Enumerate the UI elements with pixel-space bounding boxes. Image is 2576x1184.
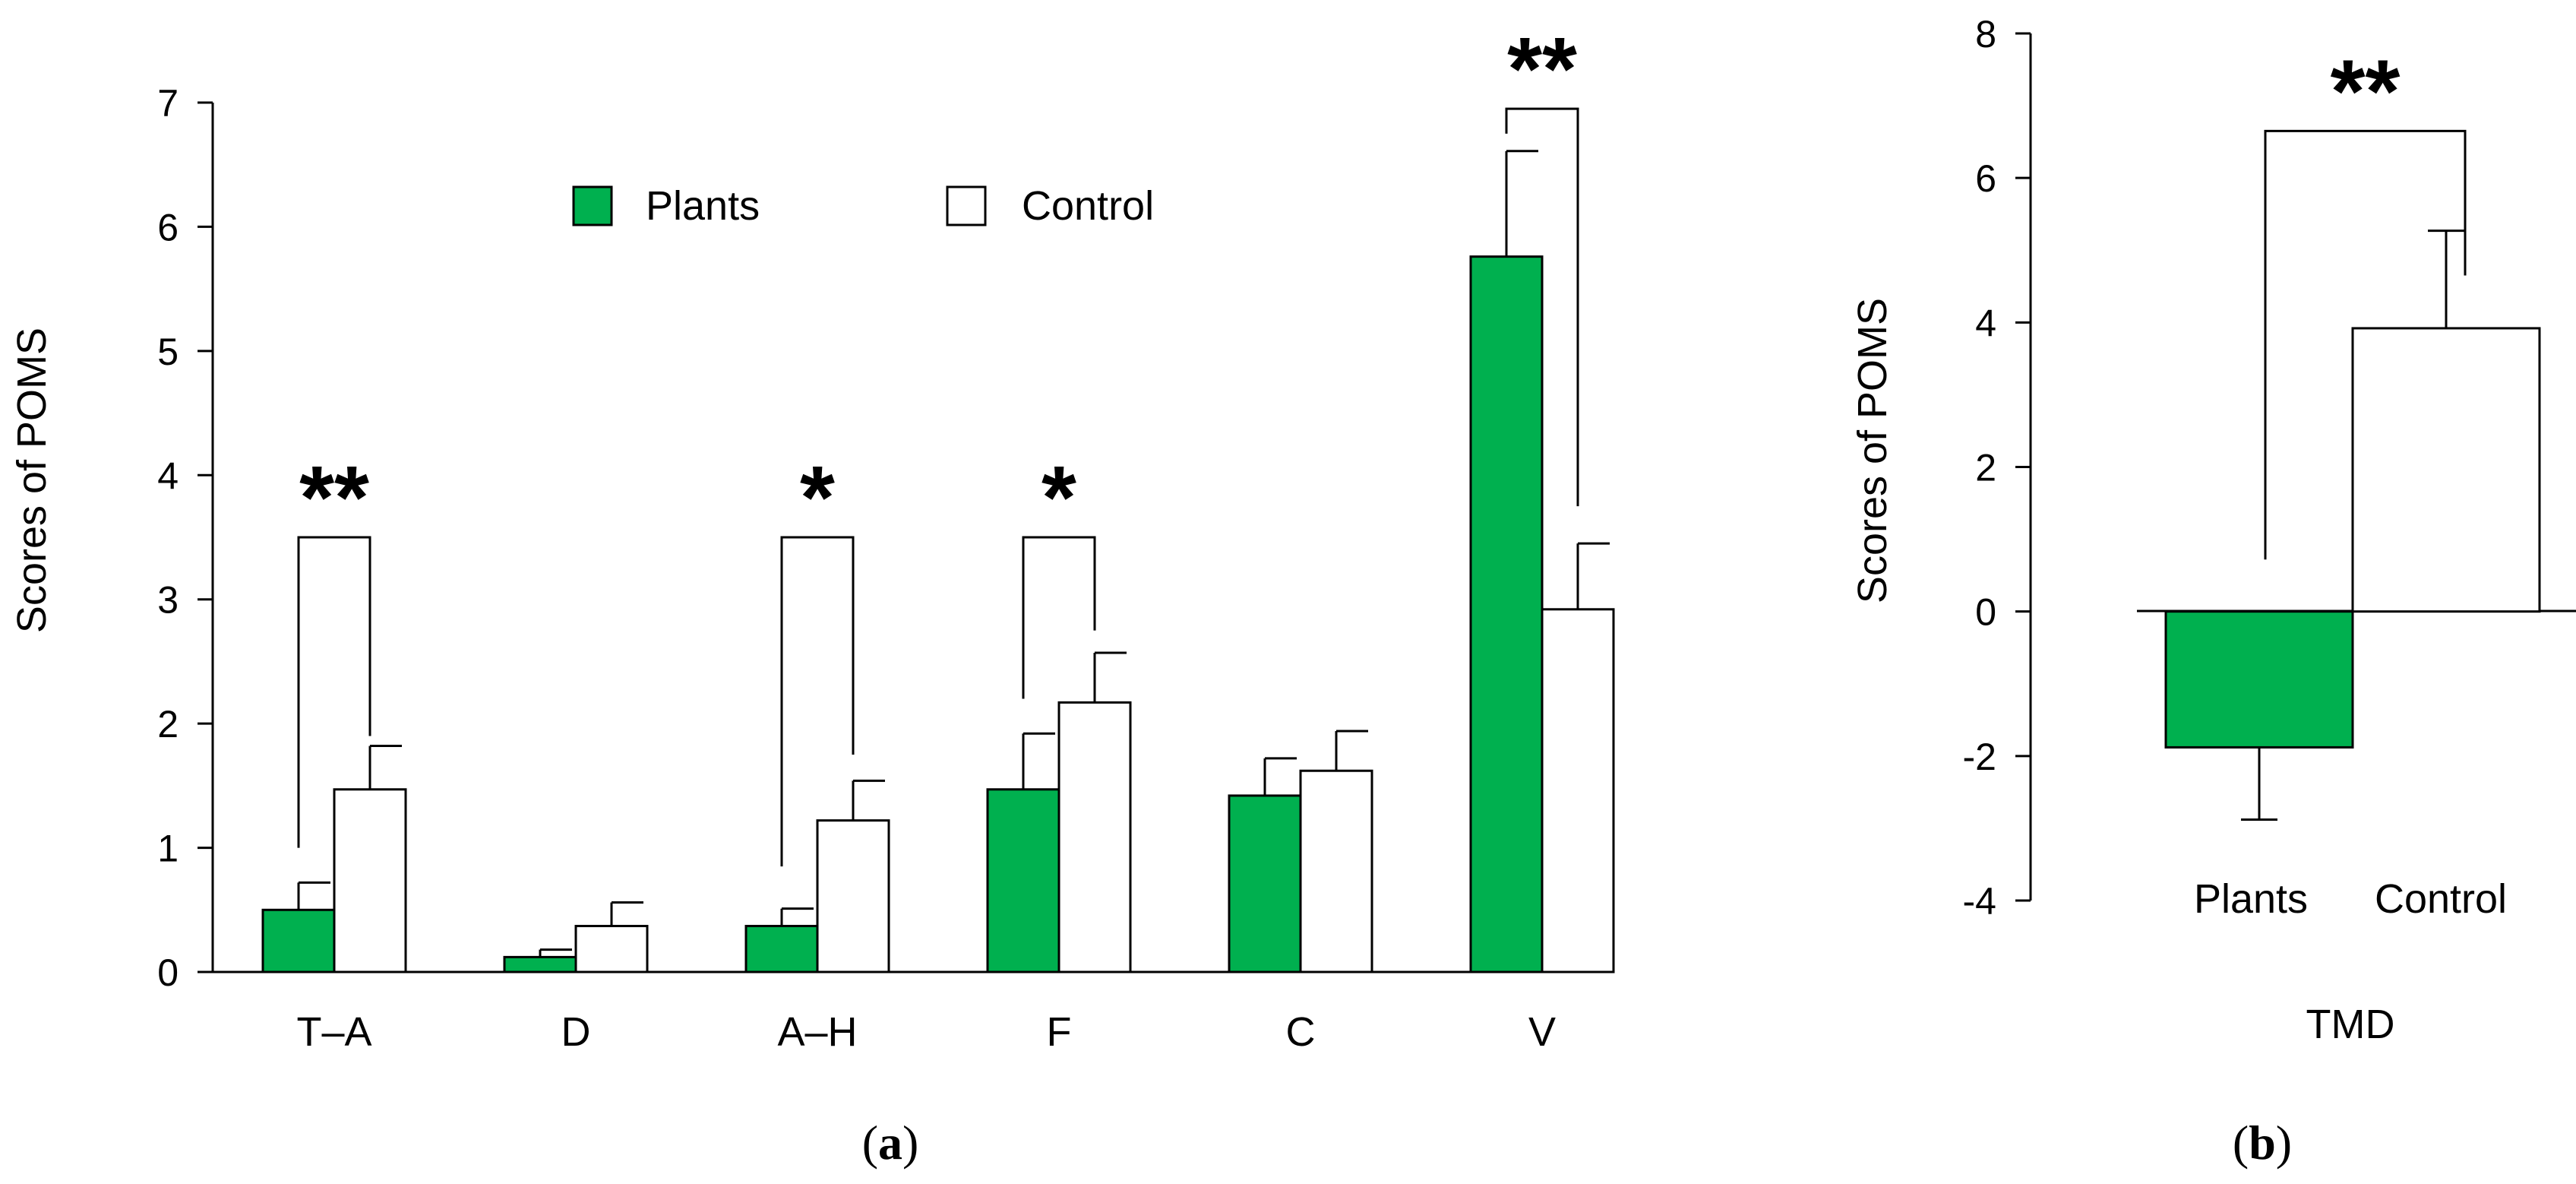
panel-b-label-letter: b xyxy=(2249,1116,2276,1170)
panel-b-x-tick-label: Control xyxy=(2375,876,2507,922)
panel-a-x-tick-label: A–H xyxy=(777,1009,857,1055)
panel-a-y-tick-label: 1 xyxy=(157,828,179,870)
significance-stars-a-h: * xyxy=(800,448,835,548)
panel-b-y-axis-ticks: -4 -2 0 2 4 6 8 xyxy=(1963,13,2031,923)
panel-b-y-tick-label: 2 xyxy=(1975,447,1996,489)
legend-control-label: Control xyxy=(1022,183,1154,229)
significance-stars-t-a: ** xyxy=(299,448,369,548)
panel-a-x-tick-label: C xyxy=(1286,1009,1316,1055)
bar-plants-t-a xyxy=(261,908,336,973)
panel-b-chart: Scores of POMS -4 -2 0 2 4 6 8 ** Plants Contro… xyxy=(1850,13,2576,1170)
panel-b-y-tick-label: 8 xyxy=(1975,13,1996,55)
bar-control-v xyxy=(1541,608,1615,973)
panel-b-significance: ** xyxy=(2264,41,2467,560)
bar-plants-c xyxy=(1228,794,1302,973)
panel-a-x-tick-label: V xyxy=(1528,1009,1556,1055)
significance-bracket-f xyxy=(1022,536,1096,699)
legend: Plants Control xyxy=(572,183,1154,229)
panel-b-xlabel: TMD xyxy=(2306,1002,2395,1047)
panel-a-y-tick-label: 6 xyxy=(157,206,179,249)
legend-plants-label: Plants xyxy=(646,183,760,229)
panel-a-y-tick-label: 3 xyxy=(157,579,179,622)
panel-a-x-tick-label: T–A xyxy=(296,1009,371,1055)
bar-tmd-plants xyxy=(2164,610,2354,749)
significance-stars-v: ** xyxy=(1507,19,1577,119)
panel-a-x-tick-labels: T–A D A–H F C V xyxy=(296,1009,1556,1055)
significance-bracket-v xyxy=(1505,107,1579,507)
legend-plants-swatch xyxy=(572,185,613,226)
panel-a-label: (a) xyxy=(862,1116,919,1170)
panel-b-ylabel: Scores of POMS xyxy=(1850,298,1895,603)
panel-a-x-tick-label: F xyxy=(1047,1009,1072,1055)
panel-a-y-tick-label: 7 xyxy=(157,82,179,125)
panel-a-x-tick-label: D xyxy=(561,1009,591,1055)
panel-a-significance: ** * *** xyxy=(297,19,1579,867)
panel-a-y-tick-label: 0 xyxy=(157,951,179,994)
panel-b-bars xyxy=(2164,230,2541,822)
bar-plants-f xyxy=(986,788,1060,973)
bar-plants-d xyxy=(503,955,577,973)
panel-a-y-tick-label: 2 xyxy=(157,703,179,746)
bar-control-t-a xyxy=(333,788,407,973)
panel-b-y-tick-label: -2 xyxy=(1963,736,1996,778)
panel-b-y-tick-label: 0 xyxy=(1975,591,1996,634)
panel-b-y-tick-label: 6 xyxy=(1975,157,1996,200)
panel-a-label-letter: a xyxy=(878,1116,902,1170)
panel-a-y-tick-label: 4 xyxy=(157,454,179,497)
bar-control-f xyxy=(1057,701,1132,973)
bar-tmd-control xyxy=(2351,327,2541,613)
significance-stars-tmd: ** xyxy=(2331,41,2401,141)
bar-plants-v xyxy=(1469,255,1544,973)
panel-b-label: (b) xyxy=(2233,1116,2292,1170)
panel-a-ylabel: Scores of POMS xyxy=(9,328,55,633)
panel-b-y-tick-label: 4 xyxy=(1975,302,1996,344)
significance-stars-f: * xyxy=(1041,448,1076,548)
bar-control-a-h xyxy=(816,819,890,973)
panel-a-y-axis-ticks: 0 1 2 3 4 5 6 7 xyxy=(157,82,213,994)
panel-a-y-tick-label: 5 xyxy=(157,331,179,373)
panel-b-x-tick-label: Plants xyxy=(2194,876,2308,922)
significance-bracket-t-a xyxy=(297,536,371,848)
legend-control-swatch xyxy=(946,185,987,226)
bar-plants-a-h xyxy=(744,925,819,973)
bar-control-d xyxy=(574,925,649,973)
significance-bracket-a-h xyxy=(780,536,855,867)
significance-bracket-tmd xyxy=(2264,129,2467,560)
panel-b-y-tick-label: -4 xyxy=(1963,880,1996,923)
bar-control-c xyxy=(1299,769,1373,973)
panel-a-bars xyxy=(261,150,1615,973)
panel-b-x-tick-labels: Plants Control xyxy=(2194,876,2507,922)
